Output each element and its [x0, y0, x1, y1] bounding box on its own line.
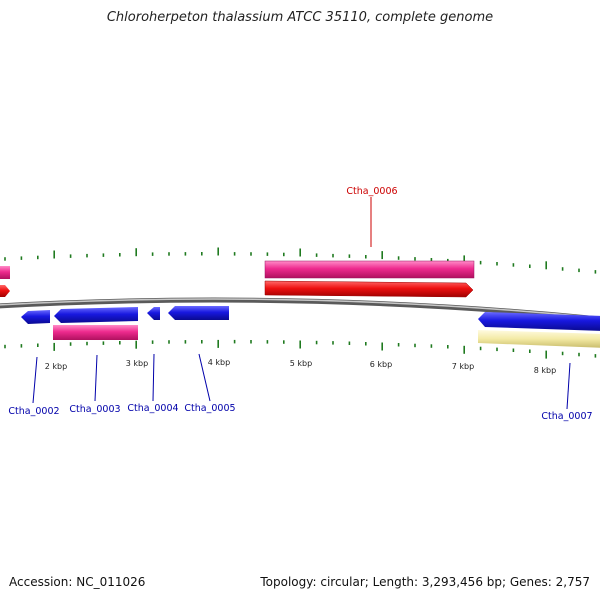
- gene-label-ctha-0006[interactable]: Ctha_0006: [346, 186, 397, 197]
- scale-label-2kbp: 2 kbp: [45, 362, 67, 371]
- outer-tick-marks: [4, 247, 597, 274]
- gene-label-ctha-0002[interactable]: Ctha_0002: [8, 406, 59, 417]
- leader-line-ctha-0004: [152, 353, 155, 402]
- leader-line-ctha-0007: [566, 362, 571, 410]
- gene-feature-ctha-0003[interactable]: [53, 325, 138, 340]
- genome-backbone: [0, 297, 600, 322]
- gene-label-ctha-0007[interactable]: Ctha_0007: [541, 411, 592, 422]
- scale-label-5kbp: 5 kbp: [290, 359, 312, 368]
- scale-label-7kbp: 7 kbp: [452, 362, 474, 371]
- genome-backbone-highlight: [0, 298, 600, 319]
- scale-label-6kbp: 6 kbp: [370, 360, 392, 369]
- cds-feature-ctha-0005[interactable]: [168, 306, 229, 320]
- page-title: Chloroherpeton thalassium ATCC 35110, co…: [106, 10, 494, 25]
- gene-feature-left-forward[interactable]: [0, 266, 10, 279]
- scale-label-4kbp: 4 kbp: [208, 358, 230, 367]
- gene-feature-ctha-0007[interactable]: [478, 330, 600, 348]
- cds-feature-ctha-0007[interactable]: [478, 312, 600, 331]
- gene-feature-ctha-0006[interactable]: [264, 260, 475, 279]
- genome-summary-text: Topology: circular; Length: 3,293,456 bp…: [260, 575, 590, 589]
- leader-line-ctha-0002: [32, 356, 38, 404]
- scale-label-8kbp: 8 kbp: [534, 366, 556, 375]
- leader-line-ctha-0005: [198, 353, 211, 402]
- gene-label-ctha-0005[interactable]: Ctha_0005: [184, 403, 235, 414]
- leader-line-ctha-0003: [94, 354, 98, 402]
- cds-feature-ctha-0004[interactable]: [147, 307, 160, 320]
- cds-feature-ctha-0003[interactable]: [54, 307, 138, 323]
- scale-label-3kbp: 3 kbp: [126, 359, 148, 368]
- accession-text: Accession: NC_011026: [9, 575, 146, 589]
- gene-label-ctha-0003[interactable]: Ctha_0003: [69, 404, 120, 415]
- cds-feature-ctha-0002[interactable]: [21, 310, 50, 324]
- cds-feature-ctha-0006[interactable]: [264, 280, 474, 298]
- gene-label-ctha-0004[interactable]: Ctha_0004: [127, 403, 178, 414]
- inner-tick-marks: [4, 339, 597, 359]
- cds-feature-left-forward[interactable]: [0, 285, 10, 297]
